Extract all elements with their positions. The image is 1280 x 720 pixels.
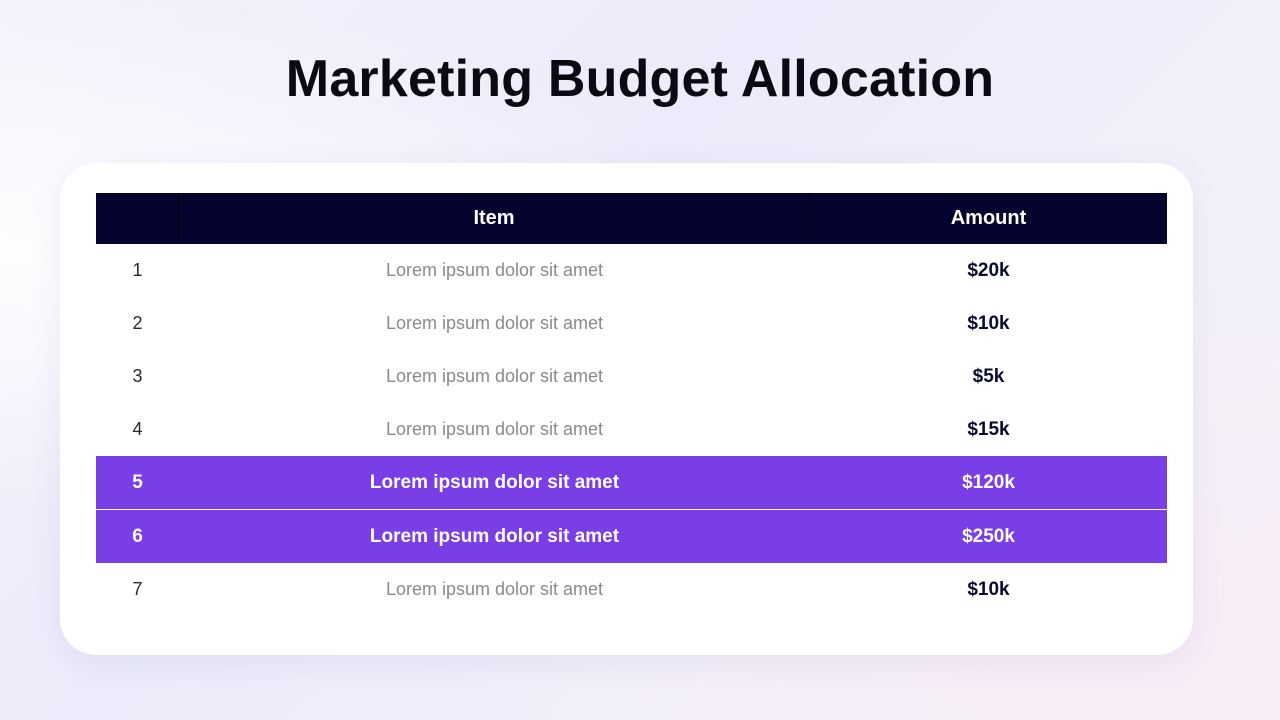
table-row: 1 Lorem ipsum dolor sit amet $20k <box>96 244 1167 297</box>
row-item: Lorem ipsum dolor sit amet <box>385 419 604 439</box>
row-item: Lorem ipsum dolor sit amet <box>369 471 620 493</box>
row-amount: $120k <box>962 471 1015 493</box>
row-number: 6 <box>132 525 143 547</box>
table-header-row: Item Amount <box>96 193 1167 244</box>
row-item: Lorem ipsum dolor sit amet <box>385 313 604 333</box>
table-row: 2 Lorem ipsum dolor sit amet $10k <box>96 297 1167 350</box>
row-item: Lorem ipsum dolor sit amet <box>385 366 604 386</box>
row-number: 3 <box>132 366 143 386</box>
table-card: Item Amount 1 Lorem ipsum dolor sit amet… <box>60 163 1193 655</box>
row-amount: $10k <box>967 578 1010 600</box>
budget-table: Item Amount 1 Lorem ipsum dolor sit amet… <box>96 193 1167 616</box>
header-amount: Amount <box>950 207 1027 229</box>
row-amount: $15k <box>967 418 1010 440</box>
header-number <box>96 193 179 244</box>
row-number: 2 <box>132 313 143 333</box>
table-row: 4 Lorem ipsum dolor sit amet $15k <box>96 403 1167 456</box>
table-row: 7 Lorem ipsum dolor sit amet $10k <box>96 563 1167 616</box>
row-number: 1 <box>132 260 143 280</box>
slide-title: Marketing Budget Allocation <box>285 50 995 108</box>
row-item: Lorem ipsum dolor sit amet <box>385 579 604 599</box>
table-row: 3 Lorem ipsum dolor sit amet $5k <box>96 350 1167 403</box>
row-amount: $5k <box>972 365 1005 387</box>
row-number: 7 <box>132 579 143 599</box>
row-item: Lorem ipsum dolor sit amet <box>385 260 604 280</box>
row-item: Lorem ipsum dolor sit amet <box>369 525 620 547</box>
row-number: 4 <box>132 419 143 439</box>
row-amount: $20k <box>967 259 1010 281</box>
header-item: Item <box>179 193 810 244</box>
row-amount: $250k <box>962 525 1015 547</box>
table-row-highlighted: 5 Lorem ipsum dolor sit amet $120k <box>96 456 1167 509</box>
row-number: 5 <box>132 471 143 493</box>
row-amount: $10k <box>967 312 1010 334</box>
table-row-highlighted: 6 Lorem ipsum dolor sit amet $250k <box>96 509 1167 563</box>
